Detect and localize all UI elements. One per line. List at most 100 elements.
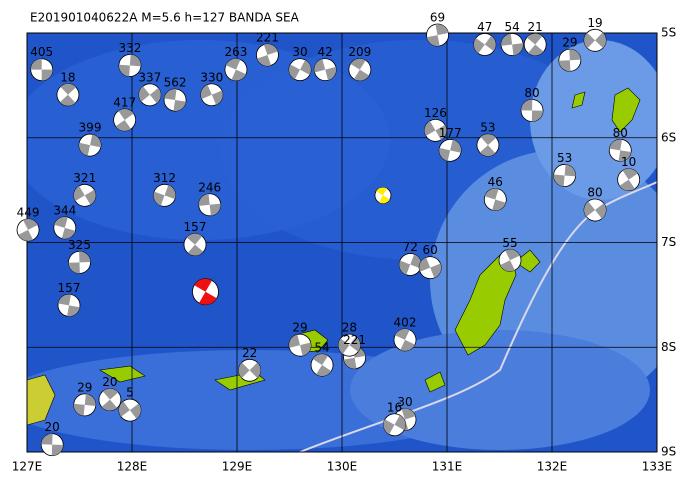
beachball bbox=[500, 33, 524, 56]
ball-quadrant bbox=[419, 257, 442, 278]
beachball bbox=[153, 183, 176, 207]
ball-quadrant bbox=[68, 251, 91, 274]
beachball bbox=[73, 393, 97, 417]
depth-label: 21 bbox=[528, 20, 543, 34]
beachball bbox=[520, 99, 544, 122]
ball-quadrant bbox=[501, 33, 524, 56]
depth-label: 80 bbox=[587, 186, 602, 200]
ball-quadrant bbox=[79, 134, 101, 156]
ball-quadrant bbox=[59, 83, 76, 106]
depth-label: 69 bbox=[430, 11, 445, 25]
depth-label: 417 bbox=[113, 95, 136, 109]
ball-quadrant bbox=[118, 54, 141, 77]
ball-quadrant bbox=[200, 84, 223, 105]
ball-quadrant bbox=[73, 393, 96, 416]
beachball bbox=[438, 138, 462, 162]
depth-label: 321 bbox=[73, 171, 96, 185]
beachball bbox=[583, 28, 607, 52]
ball-quadrant bbox=[553, 164, 576, 187]
depth-label: 54 bbox=[314, 341, 329, 355]
beachball bbox=[583, 198, 607, 222]
ball-quadrant bbox=[521, 99, 544, 122]
depth-label: 221 bbox=[256, 30, 279, 44]
beachball bbox=[256, 43, 279, 67]
depth-label: 126 bbox=[424, 106, 447, 120]
beachball bbox=[30, 58, 54, 82]
depth-label: 5 bbox=[126, 386, 134, 400]
depth-label: 55 bbox=[502, 236, 517, 250]
beachball bbox=[198, 193, 222, 217]
y-tick-label: 7S bbox=[661, 235, 676, 249]
y-tick-label: 6S bbox=[661, 130, 676, 144]
y-tick-label: 8S bbox=[661, 340, 676, 354]
beachball bbox=[558, 48, 582, 72]
ball-quadrant bbox=[18, 218, 38, 241]
ball-quadrant bbox=[312, 354, 332, 377]
beachball bbox=[608, 138, 632, 162]
ball-quadrant bbox=[500, 249, 520, 272]
depth-label: 157 bbox=[184, 220, 207, 234]
beachball bbox=[383, 413, 406, 437]
beachball bbox=[118, 54, 142, 77]
x-tick-label: 130E bbox=[327, 460, 358, 474]
depth-label: 402 bbox=[394, 315, 417, 329]
beachball bbox=[348, 58, 372, 82]
ball-quadrant bbox=[383, 415, 406, 435]
beachball bbox=[68, 251, 91, 274]
ball-quadrant bbox=[619, 168, 638, 191]
ball-quadrant bbox=[439, 139, 462, 162]
depth-label: 20 bbox=[102, 375, 117, 389]
ball-quadrant bbox=[115, 108, 134, 131]
events bbox=[16, 23, 641, 457]
beachball bbox=[163, 88, 187, 112]
ball-quadrant bbox=[54, 216, 76, 239]
beachball bbox=[56, 83, 80, 107]
ball-quadrant bbox=[584, 201, 607, 219]
ball-quadrant bbox=[424, 120, 447, 140]
beachball bbox=[617, 168, 641, 192]
ball-quadrant bbox=[118, 401, 141, 419]
ball-quadrant bbox=[426, 24, 449, 47]
y-tick-label: 9S bbox=[661, 445, 676, 459]
ball-quadrant bbox=[558, 49, 581, 72]
depth-label: 18 bbox=[60, 70, 75, 84]
depth-label: 28 bbox=[342, 321, 357, 335]
depth-label: 53 bbox=[480, 121, 495, 135]
ball-quadrant bbox=[225, 58, 246, 81]
ball-quadrant bbox=[473, 35, 496, 54]
depth-label: 29 bbox=[292, 321, 307, 335]
depth-label: 20 bbox=[45, 420, 60, 434]
depth-label: 332 bbox=[118, 41, 141, 55]
depth-label: 47 bbox=[477, 20, 492, 34]
beachball bbox=[200, 83, 224, 107]
beachball bbox=[40, 433, 64, 457]
beachball bbox=[224, 58, 248, 82]
near-event bbox=[374, 186, 392, 204]
depth-label: 312 bbox=[153, 171, 176, 185]
beachball bbox=[73, 183, 97, 207]
ball-quadrant bbox=[73, 185, 96, 205]
depth-label: 80 bbox=[524, 86, 539, 100]
depth-label: 399 bbox=[79, 121, 102, 135]
ball-quadrant bbox=[395, 328, 415, 351]
depth-label: 46 bbox=[488, 175, 503, 189]
ball-quadrant bbox=[399, 254, 422, 275]
depth-label: 246 bbox=[198, 180, 221, 194]
frame bbox=[26, 32, 658, 453]
depth-label: 263 bbox=[224, 45, 247, 59]
ball-quadrant bbox=[338, 336, 361, 354]
ball-quadrant bbox=[198, 193, 221, 216]
beachball bbox=[418, 256, 442, 280]
x-tick-label: 132E bbox=[537, 460, 568, 474]
depth-label: 449 bbox=[17, 205, 40, 219]
beachball bbox=[113, 108, 137, 132]
depth-label: 30 bbox=[292, 45, 307, 59]
ball-quadrant bbox=[164, 89, 186, 112]
ball-quadrant bbox=[58, 294, 80, 317]
beachball bbox=[398, 253, 422, 276]
x-tick-label: 128E bbox=[117, 460, 148, 474]
ball-quadrant bbox=[138, 86, 161, 104]
ball-quadrant bbox=[526, 33, 544, 56]
x-tick-label: 127E bbox=[12, 460, 43, 474]
